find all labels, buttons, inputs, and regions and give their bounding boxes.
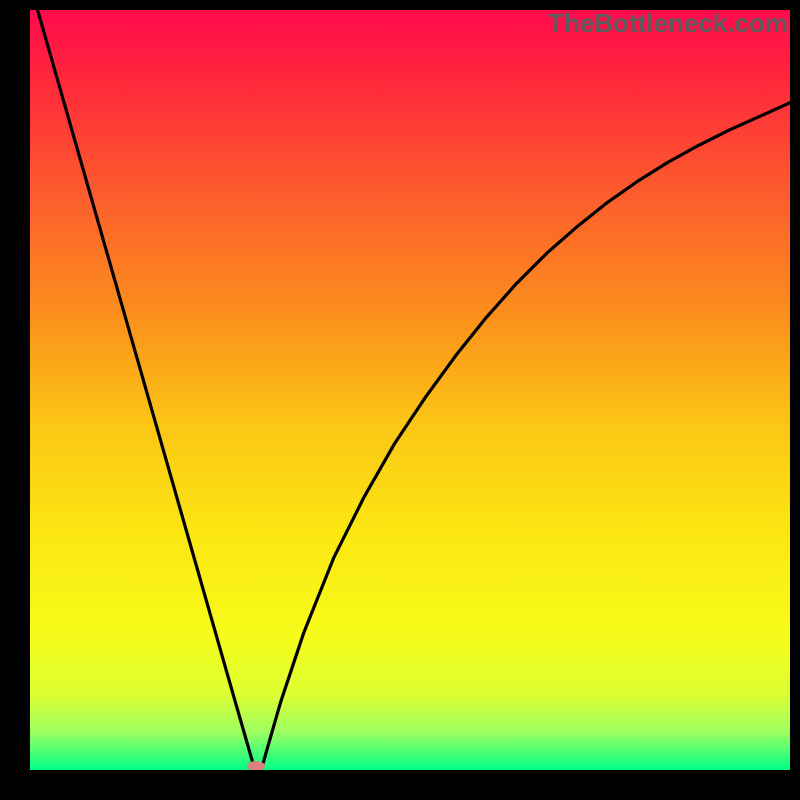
optimum-marker: [247, 761, 265, 770]
plot-area: [30, 10, 790, 770]
axis-left: [0, 0, 30, 800]
axis-bottom: [0, 770, 800, 800]
axis-right: [790, 0, 800, 800]
watermark: TheBottleneck.com: [548, 8, 788, 39]
bottleneck-curve: [30, 10, 790, 770]
